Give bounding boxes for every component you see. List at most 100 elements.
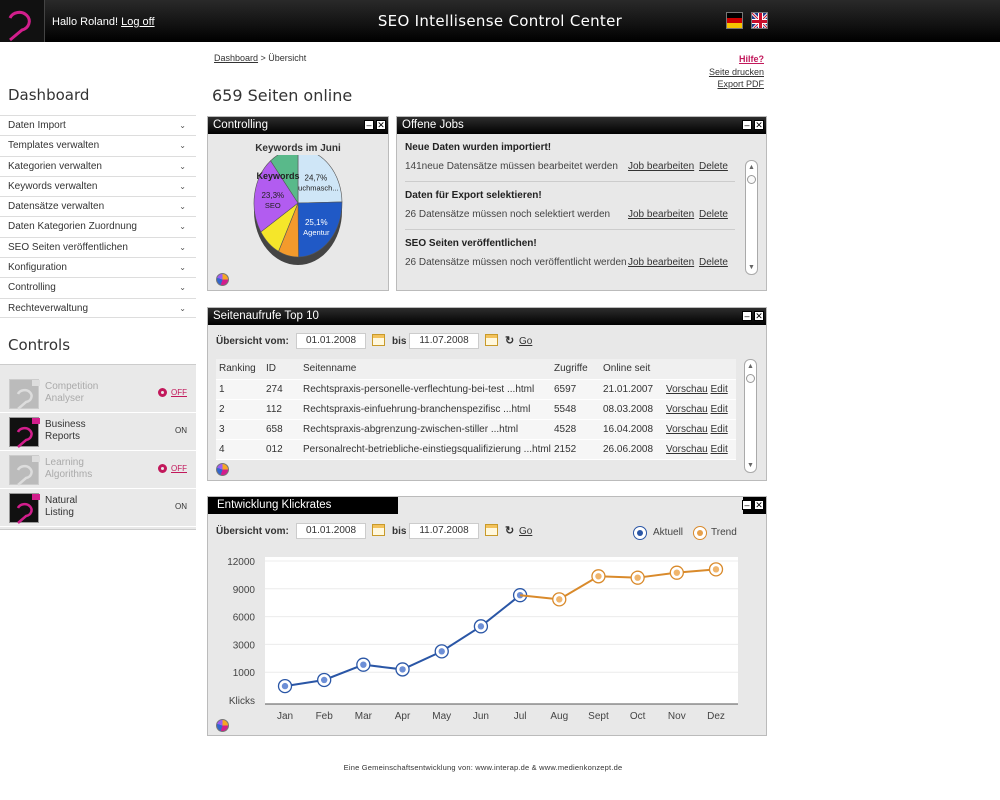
calendar-icon[interactable] xyxy=(485,334,498,346)
help-link[interactable]: Hilfe? xyxy=(738,54,764,64)
sidebar-item[interactable]: Templates verwalten ⌄ xyxy=(0,135,196,155)
calendar-icon[interactable] xyxy=(372,334,385,346)
table-cell-actions: Vorschau Edit xyxy=(663,379,736,400)
job-delete-link[interactable]: Delete xyxy=(699,161,728,172)
close-icon[interactable]: ✕ xyxy=(754,500,764,510)
chart-icon[interactable] xyxy=(216,273,229,286)
preview-link[interactable]: Vorschau xyxy=(666,423,708,435)
chevron-down-icon: ⌄ xyxy=(179,141,186,151)
print-link[interactable]: Seite drucken xyxy=(708,66,764,77)
preview-link[interactable]: Vorschau xyxy=(666,403,708,415)
jobs-scrollbar[interactable]: ▲ ▼ xyxy=(745,160,758,275)
table-cell: 658 xyxy=(263,419,300,440)
minimize-icon[interactable]: – xyxy=(742,311,752,321)
job-edit-link[interactable]: Job bearbeiten xyxy=(628,257,695,268)
sidebar-item[interactable]: Datensätze verwalten ⌄ xyxy=(0,196,196,216)
edit-link[interactable]: Edit xyxy=(710,423,728,435)
from-date-input[interactable]: 01.01.2008 xyxy=(296,333,366,349)
sidebar-item[interactable]: Controlling ⌄ xyxy=(0,277,196,297)
go-link[interactable]: Go xyxy=(519,526,533,537)
scroll-thumb[interactable] xyxy=(746,374,755,383)
close-icon[interactable]: ✕ xyxy=(754,311,764,321)
logo[interactable] xyxy=(0,0,45,42)
scroll-down-icon[interactable]: ▼ xyxy=(748,264,755,271)
to-date-input[interactable]: 11.07.2008 xyxy=(409,333,479,349)
sidebar-item[interactable]: SEO Seiten veröffentlichen ⌄ xyxy=(0,236,196,257)
table-cell-actions: Vorschau Edit xyxy=(663,419,736,440)
close-icon[interactable]: ✕ xyxy=(376,120,386,130)
column-header: Zugriffe xyxy=(551,359,600,380)
sidebar-item[interactable]: Daten Kategorien Zuordnung ⌄ xyxy=(0,216,196,236)
job-text: 141neue Datensätze müssen bearbeitet wer… xyxy=(405,161,618,172)
refresh-icon[interactable]: ↻ xyxy=(505,335,515,347)
column-header xyxy=(663,359,736,380)
control-label: Competition Analyser xyxy=(45,381,99,404)
control-toggle[interactable]: ON xyxy=(175,502,187,511)
breadcrumb-separator: > xyxy=(258,53,269,63)
chevron-down-icon: ⌄ xyxy=(179,161,186,171)
breadcrumb-dashboard[interactable]: Dashboard xyxy=(214,53,259,63)
edit-link[interactable]: Edit xyxy=(710,443,728,455)
refresh-icon[interactable]: ↻ xyxy=(505,525,515,537)
date-filter: Übersicht vom: 01.01.2008 bis 11.07.2008… xyxy=(216,523,546,541)
table-cell: Rechtspraxis-personelle-verflechtung-bei… xyxy=(300,379,551,400)
sidebar-item[interactable]: Kategorien verwalten ⌄ xyxy=(0,155,196,176)
top10-scrollbar[interactable]: ▲ ▼ xyxy=(744,359,757,473)
sidebar-item[interactable]: Konfiguration ⌄ xyxy=(0,257,196,277)
table-cell-actions: Vorschau Edit xyxy=(663,399,736,420)
close-icon[interactable]: ✕ xyxy=(754,120,764,130)
job-edit-link[interactable]: Job bearbeiten xyxy=(628,209,695,220)
export-pdf-link[interactable]: Export PDF xyxy=(717,79,764,89)
sidebar-item[interactable]: Daten Import ⌄ xyxy=(0,115,196,135)
from-date-input[interactable]: 01.01.2008 xyxy=(296,523,366,539)
uk-flag-icon[interactable] xyxy=(751,12,768,29)
scroll-up-icon[interactable]: ▲ xyxy=(747,363,754,370)
minimize-icon[interactable]: – xyxy=(742,500,752,510)
x-tick-label: Jan xyxy=(277,711,293,722)
scroll-thumb[interactable] xyxy=(747,175,756,184)
chart-icon[interactable] xyxy=(216,719,229,732)
sidebar-item-label: Templates verwalten xyxy=(8,140,100,152)
job-edit-link[interactable]: Job bearbeiten xyxy=(628,161,695,172)
top10-panel: Seitenaufrufe Top 10 – ✕ Übersicht vom: 0… xyxy=(207,307,767,481)
logoff-link[interactable]: Log off xyxy=(121,16,155,28)
table-cell: 26.06.2008 xyxy=(600,439,663,460)
panel-title: Offene Jobs xyxy=(402,119,464,131)
calendar-icon[interactable] xyxy=(372,524,385,536)
scroll-down-icon[interactable]: ▼ xyxy=(747,462,754,469)
divider xyxy=(405,229,735,230)
table-row: 2 112 Rechtspraxis-einfuehrung-branchenspe… xyxy=(216,399,736,420)
sidebar-item-label: Datensätze verwalten xyxy=(8,201,105,213)
go-link[interactable]: Go xyxy=(519,336,533,347)
chart-icon[interactable] xyxy=(216,463,229,476)
minimize-icon[interactable]: – xyxy=(742,120,752,130)
page-title: 659 Seiten online xyxy=(212,86,353,105)
greeting-text: Hallo Roland! xyxy=(52,16,119,28)
preview-link[interactable]: Vorschau xyxy=(666,383,708,395)
job-row: 26 Datensätze müssen noch selektiert wer… xyxy=(405,209,745,220)
control-toggle[interactable]: OFF xyxy=(158,464,187,473)
calendar-icon[interactable] xyxy=(485,524,498,536)
sidebar-item[interactable]: Keywords verwalten ⌄ xyxy=(0,175,196,196)
chevron-down-icon: ⌄ xyxy=(179,202,186,212)
de-flag-icon[interactable] xyxy=(726,12,743,29)
sidebar-item[interactable]: Rechteverwaltung ⌄ xyxy=(0,297,196,318)
control-toggle[interactable]: ON xyxy=(175,426,187,435)
x-tick-label: Dez xyxy=(707,711,725,722)
edit-link[interactable]: Edit xyxy=(710,383,728,395)
sidebar-item-label: Keywords verwalten xyxy=(8,180,98,192)
minimize-icon[interactable]: – xyxy=(364,120,374,130)
x-tick-label: Nov xyxy=(668,711,686,722)
table-cell-actions: Vorschau Edit xyxy=(663,439,736,460)
edit-link[interactable]: Edit xyxy=(710,403,728,415)
scroll-up-icon[interactable]: ▲ xyxy=(748,164,755,171)
chevron-down-icon: ⌄ xyxy=(179,283,186,293)
pie-chart-title: Keywords im Juni xyxy=(255,143,341,154)
control-toggle[interactable]: OFF xyxy=(158,388,187,397)
table-cell: Rechtspraxis-einfuehrung-branchenspezifi… xyxy=(300,399,551,420)
job-delete-link[interactable]: Delete xyxy=(699,209,728,220)
control-item: Natural Listing ON xyxy=(0,489,196,527)
preview-link[interactable]: Vorschau xyxy=(666,443,708,455)
to-date-input[interactable]: 11.07.2008 xyxy=(409,523,479,539)
job-delete-link[interactable]: Delete xyxy=(699,257,728,268)
